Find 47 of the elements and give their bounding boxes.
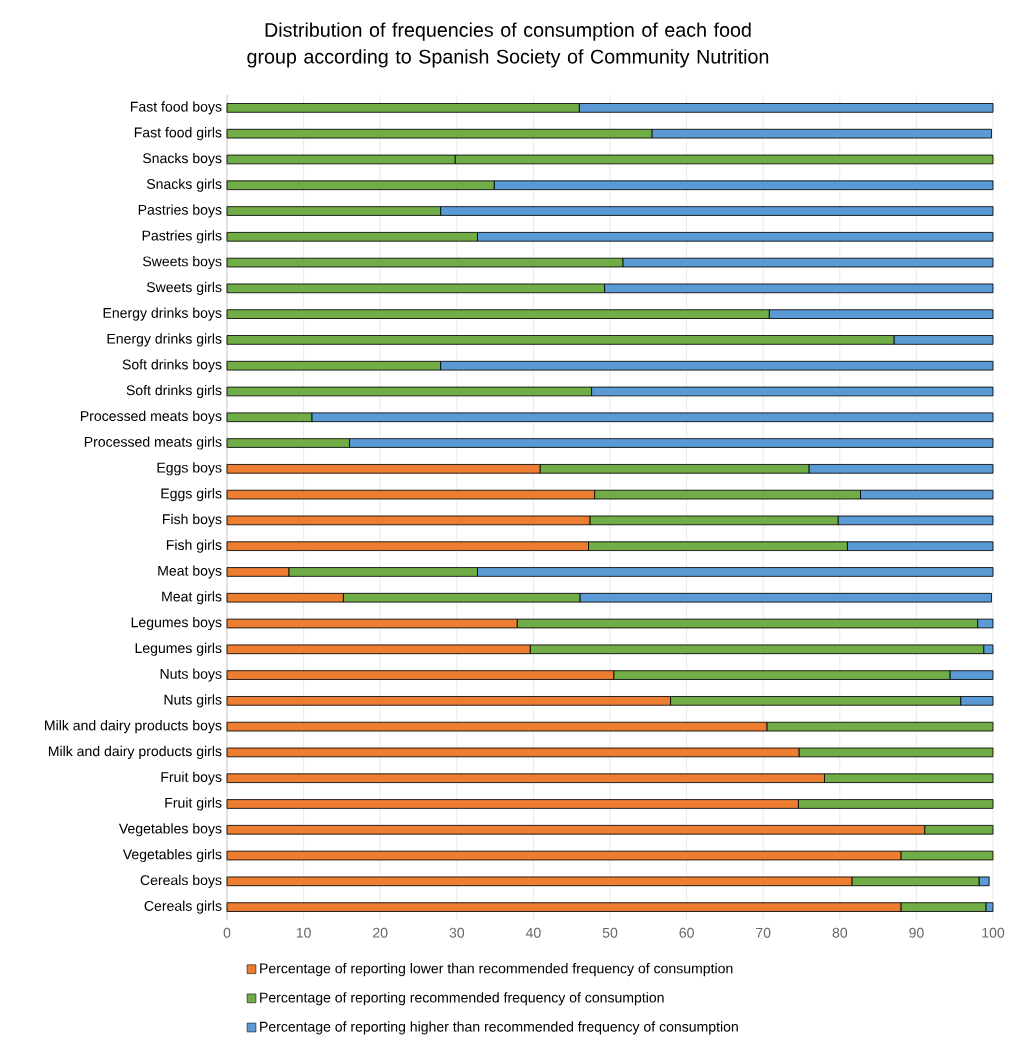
y-tick-label: Soft drinks girls — [126, 384, 222, 399]
legend-label: Percentage of reporting lower than recommended frequency of consumption — [260, 963, 733, 977]
chart-title: Distribution of frequencies of consumption of each food group according to Spanish Society of Community Nutrition — [247, 22, 769, 68]
y-tick-label: Fish boys — [163, 513, 222, 527]
y-tick-label: Fast food girls — [134, 127, 222, 141]
y-tick-label: Fruit girls — [165, 797, 222, 811]
x-tick-label: 80 — [832, 927, 848, 938]
y-tick-label: Eggs boys — [157, 462, 222, 476]
y-tick-label: Legumes boys — [131, 616, 222, 631]
y-tick-label: Fruit boys — [161, 771, 222, 785]
y-tick-label: Legumes girls — [135, 642, 222, 656]
y-tick-label: Fish girls — [166, 539, 222, 553]
y-tick-label: Energy drinks girls — [107, 333, 222, 347]
x-tick-label: 90 — [909, 927, 924, 938]
y-tick-label: Meat boys — [158, 565, 222, 579]
y-tick-label: Pastries boys — [138, 204, 222, 218]
y-tick-label: Pastries girls — [142, 230, 222, 244]
x-tick-label: 10 — [296, 927, 311, 938]
y-tick-label: Energy drinks boys — [103, 307, 222, 321]
y-tick-label: Fast food boys — [130, 101, 222, 115]
y-tick-label: Meat girls — [162, 591, 222, 605]
y-tick-label: Milk and dairy products boys — [45, 720, 222, 734]
x-tick-label: 40 — [525, 927, 541, 938]
y-tick-label: Nuts girls — [164, 694, 222, 708]
x-tick-label: 50 — [602, 927, 618, 938]
y-tick-label: Processed meats girls — [84, 436, 222, 450]
x-tick-label: 20 — [373, 927, 388, 938]
x-tick-label: 100 — [982, 927, 1005, 938]
y-tick-label: Sweets boys — [142, 256, 222, 270]
y-tick-label: Snacks girls — [146, 178, 222, 192]
x-tick-label: 30 — [449, 927, 465, 938]
y-tick-label: Cereals boys — [140, 874, 222, 888]
y-tick-label: Vegetables boys — [118, 823, 222, 837]
y-tick-label: Milk and dairy products girls — [48, 745, 222, 759]
y-tick-label: Eggs girls — [161, 488, 222, 502]
y-tick-label: Sweets girls — [146, 281, 222, 295]
y-tick-label: Vegetables girls — [122, 849, 222, 863]
x-tick-label: 70 — [756, 927, 771, 938]
x-tick-label: 60 — [679, 927, 694, 938]
y-tick-label: Soft drinks boys — [122, 359, 222, 373]
y-tick-label: Snacks boys — [142, 152, 222, 166]
y-tick-label: Cereals girls — [144, 900, 222, 914]
y-tick-label: Nuts boys — [160, 668, 222, 682]
legend-label: Percentage of reporting recommended frequency of consumption — [260, 992, 664, 1006]
legend-label: Percentage of reporting higher than recommended frequency of consumption — [260, 1021, 738, 1035]
y-tick-label: Processed meats boys — [80, 410, 222, 424]
x-tick-label: 0 — [223, 927, 231, 938]
